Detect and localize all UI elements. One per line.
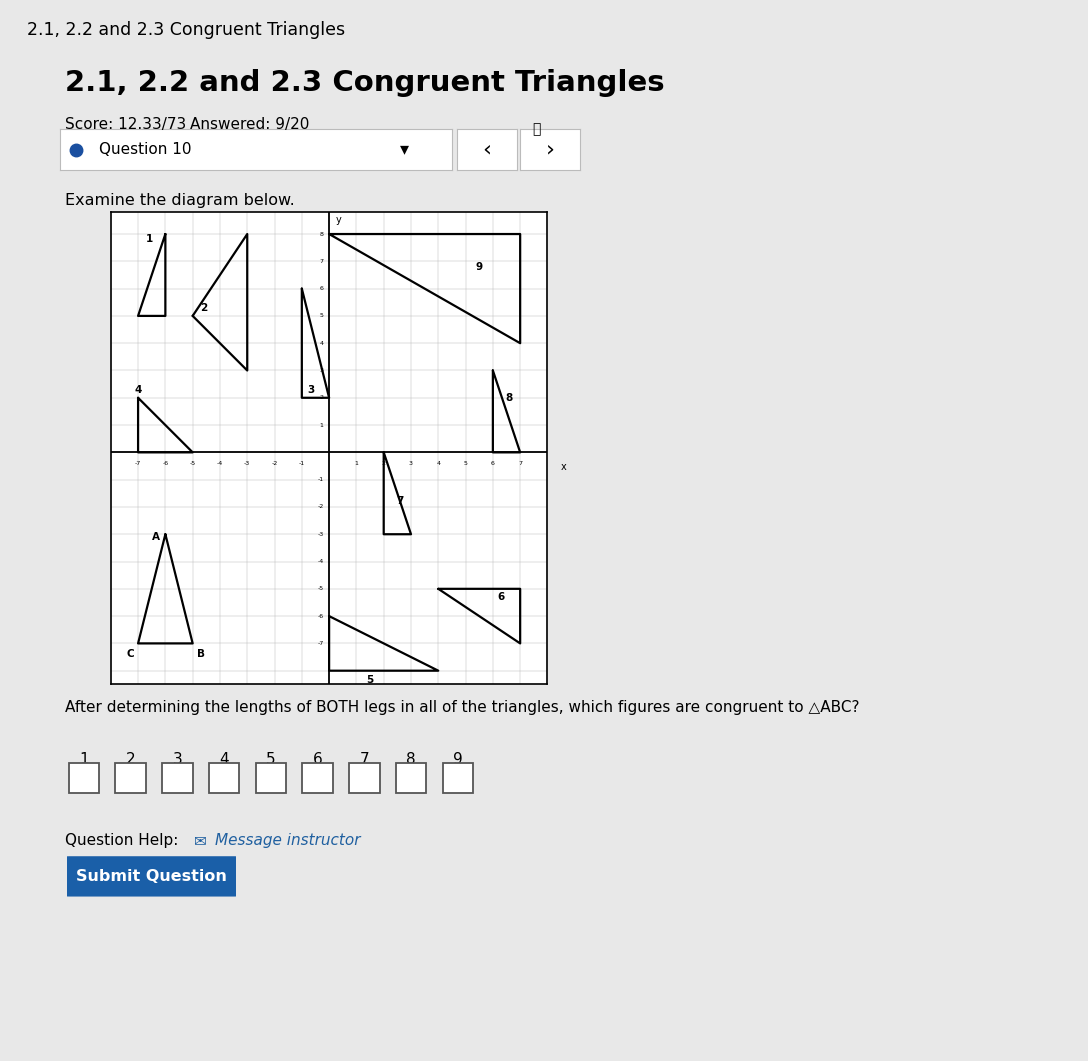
Text: -5: -5 xyxy=(318,587,323,591)
Text: y: y xyxy=(336,215,342,225)
Text: Submit Question: Submit Question xyxy=(76,869,227,884)
Text: Question 10: Question 10 xyxy=(99,142,191,157)
Text: 9: 9 xyxy=(475,262,483,272)
Text: 2.1, 2.2 and 2.3 Congruent Triangles: 2.1, 2.2 and 2.3 Congruent Triangles xyxy=(65,69,665,97)
Text: ✉: ✉ xyxy=(194,833,207,848)
FancyBboxPatch shape xyxy=(396,763,426,793)
Text: 3: 3 xyxy=(320,368,323,373)
Text: -3: -3 xyxy=(244,460,250,466)
Text: 3: 3 xyxy=(409,460,413,466)
Text: -6: -6 xyxy=(318,613,323,619)
Text: 1: 1 xyxy=(355,460,358,466)
Text: 5: 5 xyxy=(463,460,468,466)
Text: 4: 4 xyxy=(436,460,441,466)
Text: 8: 8 xyxy=(506,393,512,403)
FancyBboxPatch shape xyxy=(115,763,146,793)
FancyBboxPatch shape xyxy=(443,763,473,793)
FancyBboxPatch shape xyxy=(61,856,243,897)
Text: Answered: 9/20: Answered: 9/20 xyxy=(190,117,310,132)
Text: 2: 2 xyxy=(320,396,323,400)
FancyBboxPatch shape xyxy=(302,763,333,793)
Text: -2: -2 xyxy=(271,460,277,466)
Text: 9: 9 xyxy=(454,752,462,767)
Text: 1: 1 xyxy=(146,234,152,244)
Text: B: B xyxy=(197,649,205,659)
Text: C: C xyxy=(126,649,134,659)
Text: 2: 2 xyxy=(382,460,386,466)
Text: 7: 7 xyxy=(360,752,369,767)
Text: 8: 8 xyxy=(407,752,416,767)
Text: 7: 7 xyxy=(396,497,404,506)
Text: Message instructor: Message instructor xyxy=(215,833,361,848)
Text: Score: 12.33/73: Score: 12.33/73 xyxy=(65,117,186,132)
Text: -4: -4 xyxy=(217,460,223,466)
Text: -1: -1 xyxy=(299,460,305,466)
Text: -1: -1 xyxy=(318,477,323,482)
Text: -7: -7 xyxy=(318,641,323,646)
Text: -2: -2 xyxy=(318,504,323,509)
Text: 8: 8 xyxy=(320,231,323,237)
Text: 2: 2 xyxy=(200,302,207,313)
Text: 1: 1 xyxy=(320,422,323,428)
Text: 3: 3 xyxy=(173,752,182,767)
Text: 3: 3 xyxy=(308,384,316,395)
Text: 2: 2 xyxy=(126,752,135,767)
Text: 6: 6 xyxy=(497,592,505,602)
Text: 4: 4 xyxy=(220,752,228,767)
Text: 4: 4 xyxy=(135,384,141,395)
Text: Question Help:: Question Help: xyxy=(65,833,178,848)
Text: x: x xyxy=(561,462,567,472)
FancyBboxPatch shape xyxy=(349,763,380,793)
Text: 2.1, 2.2 and 2.3 Congruent Triangles: 2.1, 2.2 and 2.3 Congruent Triangles xyxy=(27,21,345,39)
Text: ⮤: ⮤ xyxy=(532,122,541,136)
Text: 6: 6 xyxy=(320,286,323,291)
Text: 7: 7 xyxy=(518,460,522,466)
FancyBboxPatch shape xyxy=(209,763,239,793)
Text: -6: -6 xyxy=(162,460,169,466)
Text: 1: 1 xyxy=(79,752,88,767)
Text: Examine the diagram below.: Examine the diagram below. xyxy=(65,193,295,208)
Text: After determining the lengths of BOTH legs in all of the triangles, which figure: After determining the lengths of BOTH le… xyxy=(65,700,860,715)
Text: 7: 7 xyxy=(320,259,323,264)
Text: 6: 6 xyxy=(313,752,322,767)
Text: A: A xyxy=(152,532,160,542)
FancyBboxPatch shape xyxy=(162,763,193,793)
Text: 5: 5 xyxy=(320,313,323,318)
FancyBboxPatch shape xyxy=(69,763,99,793)
Text: 4: 4 xyxy=(320,341,323,346)
Text: 5: 5 xyxy=(367,675,373,685)
Text: ›: › xyxy=(545,140,555,159)
Text: ‹: ‹ xyxy=(482,140,492,159)
Text: 6: 6 xyxy=(491,460,495,466)
Text: -4: -4 xyxy=(318,559,323,564)
Text: 5: 5 xyxy=(267,752,275,767)
Text: ▾: ▾ xyxy=(400,141,409,158)
Text: -5: -5 xyxy=(189,460,196,466)
Text: -7: -7 xyxy=(135,460,141,466)
FancyBboxPatch shape xyxy=(256,763,286,793)
Text: -3: -3 xyxy=(318,532,323,537)
